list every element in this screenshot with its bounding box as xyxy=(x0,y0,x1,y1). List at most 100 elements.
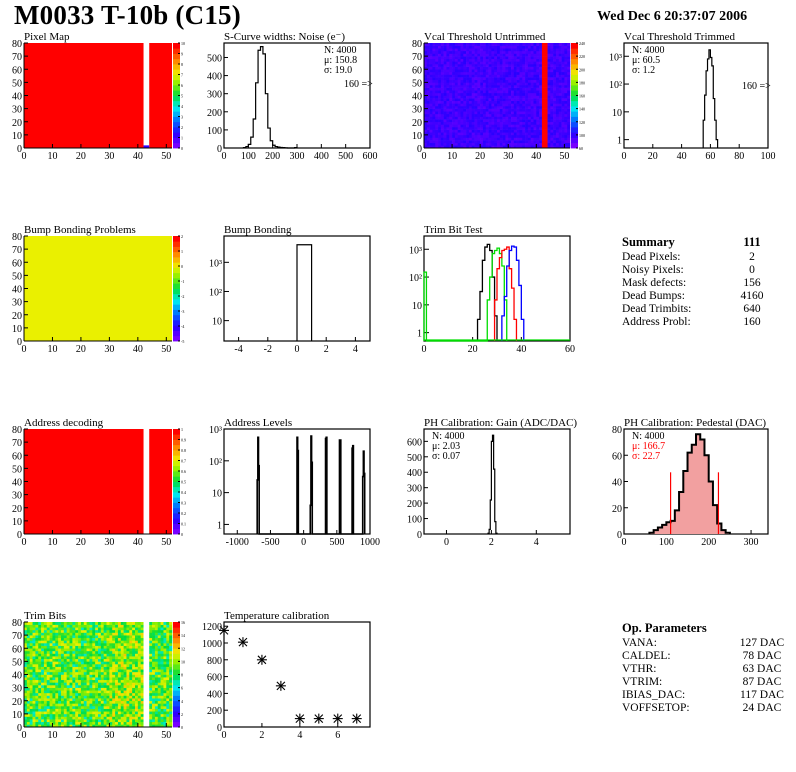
heatmap-cell xyxy=(58,687,62,691)
heatmap-cell xyxy=(58,653,62,657)
heatmap-cell xyxy=(471,71,475,75)
heatmap-cell xyxy=(539,100,543,104)
heatmap-cell xyxy=(98,629,102,633)
heatmap-cell xyxy=(52,708,56,712)
heatmap-cell xyxy=(564,61,568,65)
heatmap-cell xyxy=(160,724,164,728)
heatmap-cell xyxy=(485,69,489,73)
heatmap-cell xyxy=(511,87,515,91)
heatmap-cell xyxy=(109,666,113,670)
heatmap-cell xyxy=(146,721,150,725)
heatmap-cell xyxy=(561,95,565,99)
x-tick-label: 100 xyxy=(659,537,674,548)
heatmap-cell xyxy=(35,685,39,688)
heatmap-cell xyxy=(555,85,560,88)
heatmap-cell xyxy=(555,137,560,141)
heatmap-cell xyxy=(143,679,147,683)
z-tick-label: 4 xyxy=(181,699,183,704)
heatmap-cell xyxy=(63,671,67,675)
heatmap-cell xyxy=(550,124,554,128)
heatmap-cell xyxy=(92,721,96,725)
heatmap-cell xyxy=(544,43,548,46)
x-tick-label: 40 xyxy=(133,151,143,162)
heatmap-cell xyxy=(452,142,456,146)
heatmap-cell xyxy=(43,706,48,709)
heatmap-cell xyxy=(35,674,39,678)
heatmap-cell xyxy=(126,622,130,625)
heatmap-cell xyxy=(555,113,560,117)
color-scale-band xyxy=(173,288,180,295)
heatmap-cell xyxy=(468,50,473,54)
heatmap-cell xyxy=(550,129,554,133)
heatmap-cell xyxy=(75,708,79,712)
heatmap-cell xyxy=(541,108,546,112)
heatmap-cell xyxy=(432,58,436,62)
heatmap-cell xyxy=(435,71,439,75)
heatmap-cell xyxy=(491,71,495,75)
heatmap-cell xyxy=(432,90,436,94)
heatmap-cell xyxy=(169,700,173,704)
heatmap-cell xyxy=(149,622,153,625)
heatmap-cell xyxy=(477,43,481,46)
heatmap-cell xyxy=(43,643,48,646)
heatmap-cell xyxy=(106,679,110,683)
x-tick-label: -1000 xyxy=(226,537,249,548)
heatmap-cell xyxy=(564,124,568,128)
heatmap-cell xyxy=(69,708,73,712)
heatmap-cell xyxy=(544,113,548,117)
heatmap-cell xyxy=(123,640,127,644)
heatmap-cell xyxy=(140,698,144,702)
heatmap-cell xyxy=(482,48,487,52)
heatmap-cell xyxy=(505,134,509,138)
heatmap-cell xyxy=(508,95,512,99)
heatmap-cell xyxy=(115,719,119,723)
heatmap-cell xyxy=(488,56,492,60)
heatmap-cell xyxy=(443,53,447,57)
heatmap-cell xyxy=(485,43,489,46)
heatmap-cell xyxy=(438,61,442,65)
heatmap-cell xyxy=(98,682,102,686)
heatmap-cell xyxy=(432,95,436,99)
heatmap-cell xyxy=(83,648,87,652)
heatmap-cell xyxy=(539,140,543,144)
heatmap-cell xyxy=(46,682,50,686)
heatmap-cell xyxy=(499,142,503,146)
heatmap-cell xyxy=(480,77,484,81)
z-tick-label: 240 xyxy=(579,41,585,46)
heatmap-cell xyxy=(497,90,501,94)
heatmap-cell xyxy=(132,713,136,717)
heatmap-cell xyxy=(477,87,481,91)
x-tick-label: -500 xyxy=(261,537,279,548)
heatmap-cell xyxy=(480,119,484,123)
heatmap-cell xyxy=(106,674,110,678)
heatmap-cell xyxy=(553,140,557,144)
heatmap-cell xyxy=(561,111,565,115)
heatmap-cell xyxy=(75,656,79,660)
heatmap-cell xyxy=(547,71,551,75)
heatmap-cell xyxy=(46,711,50,715)
heatmap-cell xyxy=(480,92,484,96)
heatmap-cell xyxy=(533,121,537,125)
heatmap-cell xyxy=(522,90,526,94)
heatmap-cell xyxy=(511,74,515,78)
heatmap-cell xyxy=(468,111,473,115)
heatmap-cell xyxy=(137,695,141,699)
heatmap-cell xyxy=(519,74,523,78)
heatmap-cell xyxy=(78,656,82,660)
heatmap-cell xyxy=(146,671,150,675)
heatmap-cell xyxy=(499,82,503,86)
heatmap-cell xyxy=(43,708,48,712)
heatmap-cell xyxy=(482,129,487,133)
heatmap-cell xyxy=(513,50,517,54)
heatmap-cell xyxy=(474,45,478,49)
heatmap-cell xyxy=(533,108,537,112)
heatmap-cell xyxy=(564,140,568,144)
heatmap-cell xyxy=(527,61,531,65)
heatmap-cell xyxy=(43,658,48,662)
heatmap-cell xyxy=(519,142,523,146)
heatmap-cell xyxy=(440,142,444,146)
heatmap-cell xyxy=(457,145,461,149)
heatmap-cell xyxy=(508,111,512,115)
heatmap-cell xyxy=(140,692,144,696)
heatmap-cell xyxy=(511,119,515,123)
